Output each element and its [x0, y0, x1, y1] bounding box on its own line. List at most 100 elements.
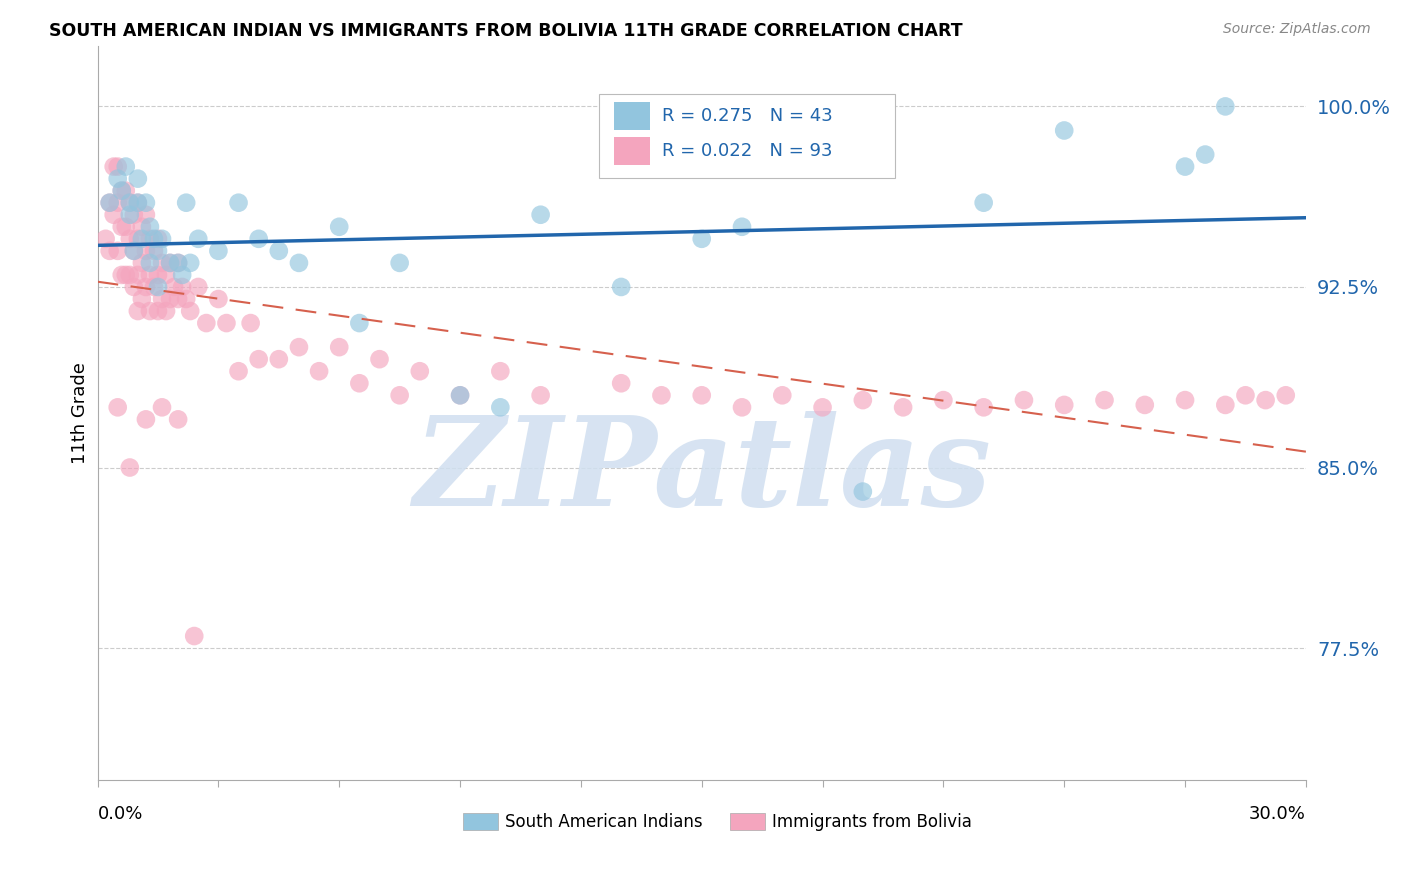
Point: [267, 352, 290, 367]
Point: [159, 292, 181, 306]
Point: [388, 256, 411, 270]
Text: ZIPatlas: ZIPatlas: [413, 411, 991, 533]
Point: [328, 340, 350, 354]
Point: [174, 292, 197, 306]
Point: [131, 232, 153, 246]
Point: [131, 219, 153, 234]
Point: [127, 195, 149, 210]
Point: [195, 316, 218, 330]
Point: [127, 232, 149, 246]
Point: [187, 232, 209, 246]
Point: [349, 376, 371, 391]
Point: [114, 184, 136, 198]
Point: [247, 232, 270, 246]
Point: [98, 195, 121, 210]
Point: [118, 232, 141, 246]
Point: [530, 388, 553, 402]
Point: [932, 393, 955, 408]
Point: [1254, 393, 1277, 408]
Point: [328, 219, 350, 234]
Point: [146, 244, 169, 258]
Bar: [613, 137, 650, 165]
Point: [1053, 123, 1076, 137]
Point: [122, 244, 145, 258]
Point: [610, 376, 633, 391]
Point: [127, 195, 149, 210]
Point: [127, 171, 149, 186]
Point: [891, 401, 914, 415]
Point: [135, 208, 157, 222]
Point: [409, 364, 432, 378]
Point: [489, 401, 512, 415]
Point: [122, 244, 145, 258]
Point: [94, 232, 117, 246]
Point: [489, 364, 512, 378]
Point: [139, 268, 162, 282]
Point: [135, 195, 157, 210]
Point: [172, 268, 194, 282]
Point: [1094, 393, 1116, 408]
Point: [228, 364, 250, 378]
Text: Source: ZipAtlas.com: Source: ZipAtlas.com: [1223, 22, 1371, 37]
Point: [118, 268, 141, 282]
Y-axis label: 11th Grade: 11th Grade: [72, 362, 89, 465]
Point: [122, 280, 145, 294]
Point: [228, 195, 250, 210]
Point: [118, 195, 141, 210]
Point: [368, 352, 391, 367]
Point: [267, 244, 290, 258]
Point: [131, 292, 153, 306]
Point: [103, 160, 125, 174]
Point: [852, 484, 875, 499]
Point: [288, 340, 311, 354]
Text: 0.0%: 0.0%: [97, 805, 143, 823]
Point: [118, 195, 141, 210]
Point: [731, 219, 754, 234]
Text: Immigrants from Bolivia: Immigrants from Bolivia: [772, 813, 972, 830]
Point: [135, 412, 157, 426]
Point: [690, 388, 713, 402]
Point: [139, 256, 162, 270]
Point: [146, 232, 169, 246]
Point: [1012, 393, 1035, 408]
Point: [155, 268, 177, 282]
Point: [107, 171, 129, 186]
Point: [159, 256, 181, 270]
Point: [973, 195, 995, 210]
Point: [114, 268, 136, 282]
Point: [107, 160, 129, 174]
Point: [146, 268, 169, 282]
Point: [111, 219, 134, 234]
Point: [179, 304, 201, 318]
Point: [174, 195, 197, 210]
Point: [1174, 393, 1197, 408]
Point: [159, 256, 181, 270]
Point: [973, 401, 995, 415]
Point: [103, 208, 125, 222]
Point: [139, 219, 162, 234]
Point: [179, 256, 201, 270]
Point: [1133, 398, 1156, 412]
Point: [650, 388, 672, 402]
Point: [770, 388, 793, 402]
Point: [150, 401, 173, 415]
Point: [167, 256, 190, 270]
Point: [150, 232, 173, 246]
Point: [1053, 398, 1076, 412]
Point: [247, 352, 270, 367]
Point: [167, 412, 190, 426]
Point: [449, 388, 471, 402]
Point: [1234, 388, 1257, 402]
Point: [127, 268, 149, 282]
Point: [690, 232, 713, 246]
Point: [207, 292, 229, 306]
Point: [183, 629, 205, 643]
Point: [155, 304, 177, 318]
Point: [107, 244, 129, 258]
Point: [187, 280, 209, 294]
Point: [98, 195, 121, 210]
Point: [143, 232, 166, 246]
Point: [114, 160, 136, 174]
Point: [1274, 388, 1296, 402]
Point: [111, 268, 134, 282]
